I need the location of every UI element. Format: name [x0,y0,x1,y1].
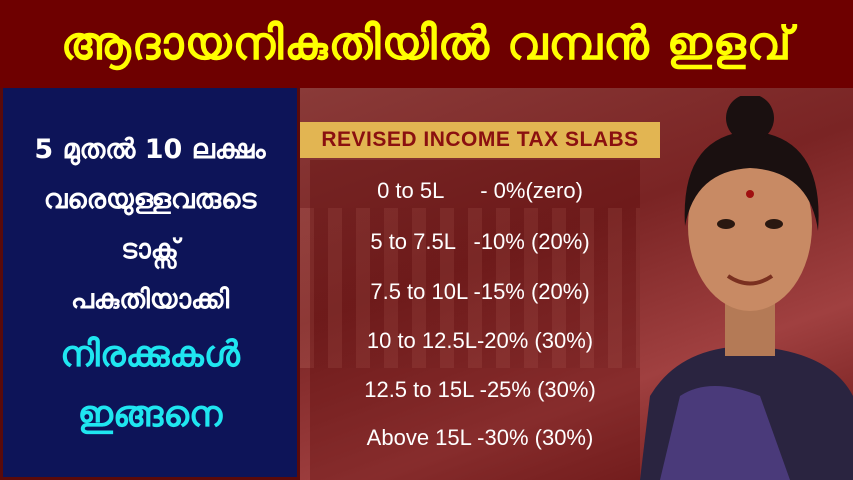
parliament-building-image [300,208,640,368]
summary-line: ടാക്സ് [121,233,179,265]
slab-table-title-text: REVISED INCOME TAX SLABS [321,128,639,151]
slab-row: 0 to 5L - 0%(zero) [377,178,583,203]
slab-row: 7.5 to 10L -15% (20%) [370,279,590,304]
slab-row: 5 to 7.5L -10% (20%) [370,229,590,254]
slab-row: 12.5 to 15L -25% (30%) [364,377,596,402]
highlight-line: ഇങ്ങനെ [77,393,223,435]
summary-line: വരെയുള്ളവരുടെ [43,183,257,215]
summary-line: 5 മുതൽ 10 ലക്ഷം [34,133,266,165]
slab-row: Above 15L -30% (30%) [366,425,594,450]
minister-portrait-image [640,96,853,480]
summary-line: പകുതിയാക്കി [70,283,230,315]
headline-text: ആദായനികുതിയിൽ വമ്പൻ ഇളവ് [60,16,793,70]
slab-table-backdrop [310,160,640,480]
summary-panel: 5 മുതൽ 10 ലക്ഷം വരെയുള്ളവരുടെ ടാക്സ് പകു… [0,88,300,480]
highlight-line: നിരക്കുകൾ [60,333,240,375]
slab-table-title: REVISED INCOME TAX SLABS [300,122,660,158]
headline-banner: ആദായനികുതിയിൽ വമ്പൻ ഇളവ് [0,0,853,88]
slab-row: 10 to 12.5L-20% (30%) [366,328,594,353]
